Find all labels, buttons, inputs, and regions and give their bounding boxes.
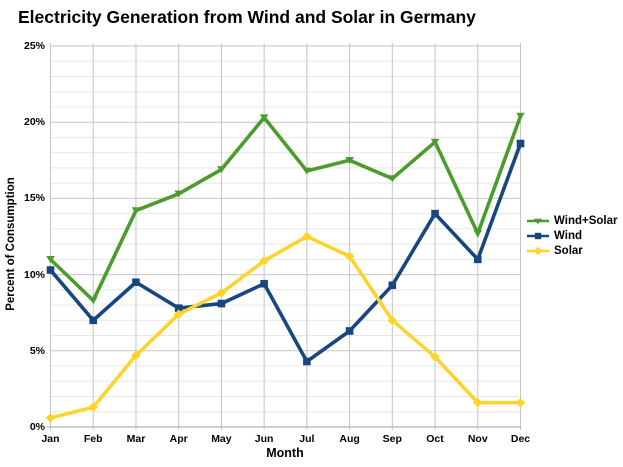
x-tick-label: Jan — [41, 433, 60, 445]
x-tick-label: Aug — [339, 433, 360, 445]
x-tick-label: Jul — [299, 433, 315, 445]
y-tick-label: 20% — [23, 116, 45, 129]
x-tick-label: Sep — [382, 433, 402, 445]
triangle-down-marker-icon — [527, 218, 549, 225]
x-axis-title: Month — [266, 446, 304, 460]
x-tick-label: Dec — [510, 433, 531, 445]
y-tick-label: 0% — [29, 421, 45, 433]
x-tick-label: Mar — [126, 433, 146, 445]
legend-item-wind-solar: Wind+Solar — [526, 214, 617, 228]
x-tick-label: Oct — [426, 433, 444, 445]
diamond-marker-icon — [527, 246, 549, 256]
chart-title: Electricity Generation from Wind and Sol… — [18, 7, 476, 27]
y-tick-label: 15% — [23, 192, 45, 205]
x-tick-label: May — [211, 433, 232, 445]
legend-item-wind: Wind — [526, 229, 617, 243]
legend-label: Solar — [554, 245, 583, 257]
legend: Wind+Solar Wind Solar — [526, 214, 617, 258]
x-tick-label: Jun — [254, 433, 274, 445]
x-tick-label: Feb — [83, 433, 103, 445]
legend-label: Wind — [554, 230, 582, 242]
y-tick-label: 5% — [29, 344, 45, 357]
x-tick-label: Apr — [169, 433, 188, 445]
legend-item-solar: Solar — [526, 244, 617, 258]
y-tick-label: 25% — [23, 40, 45, 52]
square-marker-icon — [527, 232, 549, 240]
y-tick-label: 10% — [23, 268, 45, 281]
x-tick-label: Nov — [467, 433, 488, 445]
legend-label: Wind+Solar — [554, 215, 618, 227]
